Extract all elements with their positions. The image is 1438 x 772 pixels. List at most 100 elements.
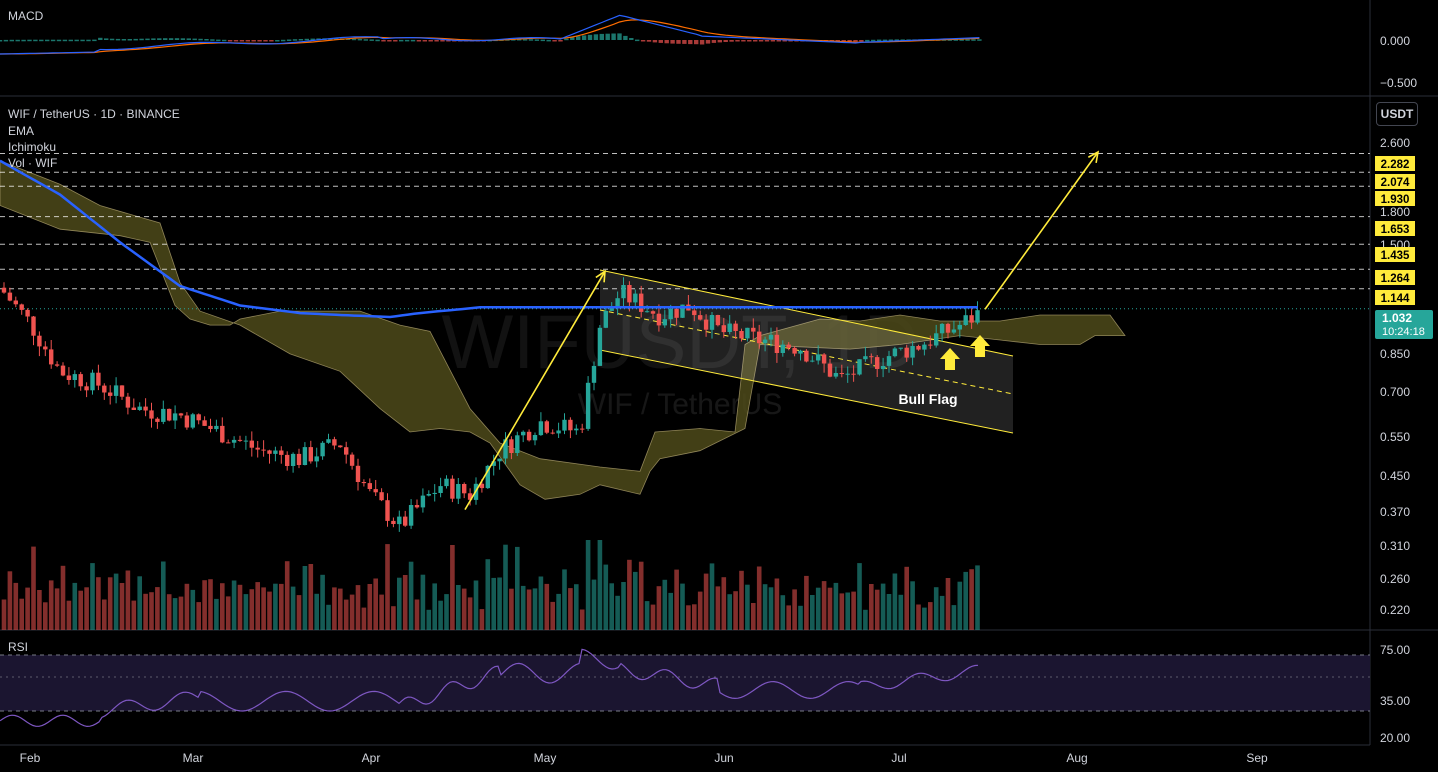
volume-bar: [568, 588, 573, 630]
volume-bar: [456, 585, 461, 630]
volume-bar: [290, 586, 296, 630]
candle-body: [420, 495, 426, 508]
macd-histogram-bar: [688, 40, 693, 45]
macd-histogram-bar: [522, 39, 528, 41]
candle-body: [391, 520, 396, 524]
macd-histogram-bar: [865, 39, 870, 42]
candle-body: [526, 431, 532, 441]
volume-bar: [780, 595, 786, 630]
volume-bar: [851, 591, 856, 630]
rsi-line: [0, 648, 979, 728]
candle-body: [367, 483, 372, 489]
macd-histogram-bar: [281, 39, 286, 42]
indicator-volume[interactable]: Vol · WIF: [8, 156, 57, 170]
macd-histogram-bar: [80, 39, 85, 42]
candle-body: [703, 319, 709, 330]
indicator-ema[interactable]: EMA: [8, 124, 34, 138]
volume-bar: [644, 601, 650, 630]
candle-body: [886, 356, 892, 366]
candle-body: [78, 374, 83, 387]
macd-histogram-bar: [410, 39, 416, 42]
volume-bar: [815, 587, 821, 630]
indicator-ichimoku[interactable]: Ichimoku: [8, 140, 56, 154]
volume-bar: [402, 575, 408, 630]
candle-body: [1, 287, 7, 293]
macd-histogram-bar: [286, 39, 292, 41]
volume-bars: [1, 540, 980, 630]
annotations[interactable]: [464, 150, 1100, 511]
candle-body: [556, 430, 561, 434]
volume-bar: [715, 586, 721, 630]
candle-body: [898, 347, 903, 349]
volume-bar: [349, 594, 355, 630]
volume-bar: [361, 607, 367, 630]
macd-histogram-bar: [151, 38, 156, 40]
candlesticks: [1, 277, 980, 532]
volume-bar: [686, 605, 691, 630]
price-tick: 0.370: [1380, 505, 1410, 519]
macd-histogram-bar: [115, 38, 121, 41]
candle-body: [214, 425, 219, 430]
macd-histogram-bar: [139, 38, 144, 41]
macd-histogram-bar: [871, 39, 876, 42]
volume-bar: [355, 585, 361, 630]
volume-bar: [231, 580, 237, 630]
candle-body: [414, 505, 420, 508]
volume-bar: [792, 589, 797, 630]
candle-body: [462, 484, 467, 494]
candle-body: [344, 447, 349, 455]
macd-histogram-bar: [440, 40, 445, 42]
macd-histogram-bar: [434, 40, 439, 42]
macd-line: [0, 14, 980, 55]
candle-body: [190, 414, 195, 428]
volume-bar: [798, 605, 803, 630]
candle-body: [816, 354, 821, 361]
volume-bar: [467, 597, 473, 630]
candle-body: [172, 413, 178, 421]
volume-bar: [721, 577, 727, 630]
volume-bar: [84, 587, 89, 630]
macd-tick-0: 0.000: [1380, 34, 1410, 48]
macd-histogram-bar: [416, 40, 422, 42]
volume-bar: [827, 587, 833, 630]
volume-bar: [391, 606, 396, 630]
volume-bar: [839, 593, 845, 630]
macd-histogram-bar: [971, 39, 976, 41]
volume-bar: [408, 561, 414, 630]
volume-bar: [367, 584, 373, 630]
volume-bar: [237, 584, 243, 630]
candle-body: [66, 375, 72, 380]
volume-bar: [786, 605, 791, 630]
candle-body: [880, 366, 886, 370]
volume-bar: [385, 544, 390, 630]
macd-histogram-bar: [711, 40, 717, 43]
level-tag: 1.264: [1381, 273, 1410, 285]
price-tick: 0.220: [1380, 603, 1410, 617]
candle-body: [639, 293, 644, 312]
volume-bar: [562, 569, 567, 630]
currency-button[interactable]: USDT: [1376, 102, 1418, 126]
macd-histogram-bar: [210, 39, 215, 41]
macd-histogram-bar: [375, 39, 380, 42]
macd-histogram-bar: [3, 39, 9, 42]
candle-body: [597, 327, 603, 366]
candle-body: [43, 346, 48, 350]
candle-body: [226, 442, 231, 444]
macd-histogram-bar: [251, 40, 256, 42]
volume-bar: [579, 609, 585, 630]
volume-bar: [526, 589, 532, 630]
time-label: Mar: [183, 751, 204, 765]
volume-bar: [922, 607, 927, 630]
macd-histogram-bar: [192, 38, 197, 41]
volume-bar: [19, 598, 24, 630]
candle-body: [721, 325, 726, 333]
volume-bar: [957, 581, 963, 630]
volume-bar: [633, 571, 638, 630]
time-label: May: [534, 751, 557, 765]
rsi-tick: 75.00: [1380, 643, 1410, 657]
volume-bar: [638, 561, 644, 630]
volume-bar: [904, 566, 909, 630]
macd-histogram-bar: [357, 38, 363, 41]
macd-histogram-bar: [222, 39, 227, 42]
